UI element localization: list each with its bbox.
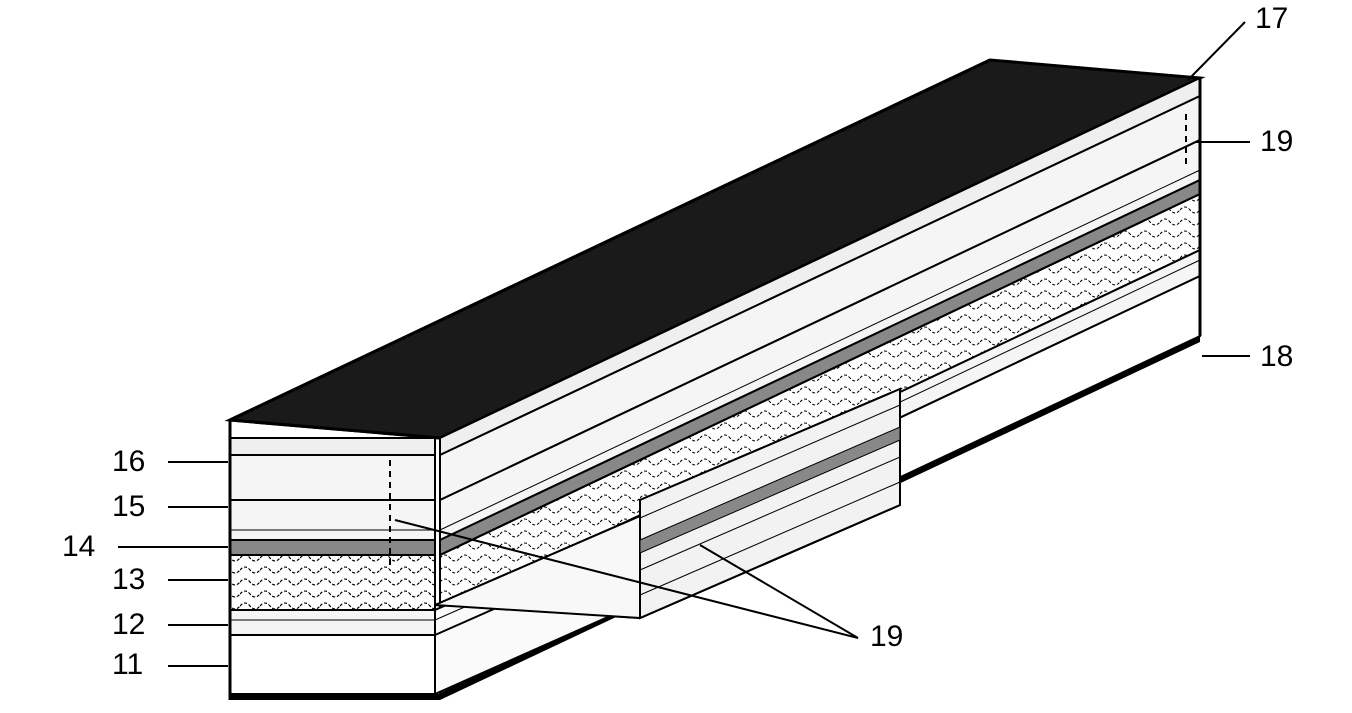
- label-12: 12: [112, 608, 145, 642]
- label-14: 14: [62, 530, 95, 564]
- label-11: 11: [112, 648, 143, 682]
- label-18: 18: [1260, 340, 1293, 374]
- label-17: 17: [1255, 2, 1288, 36]
- label-19b: 19: [870, 620, 903, 654]
- figure-canvas: 17 19 18 16 15 14 13 12 11 19: [0, 0, 1352, 708]
- label-13: 13: [112, 563, 145, 597]
- label-16: 16: [112, 445, 145, 479]
- layered-block-svg: [0, 0, 1352, 708]
- label-19a: 19: [1260, 125, 1293, 159]
- label-15: 15: [112, 490, 145, 524]
